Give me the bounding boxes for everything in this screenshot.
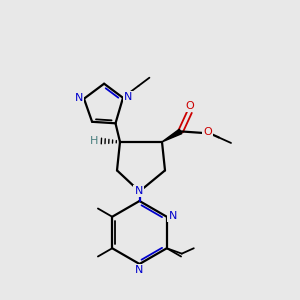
Polygon shape [162,129,182,142]
Text: N: N [135,265,144,275]
Text: O: O [203,127,212,137]
Text: N: N [124,92,133,102]
Text: O: O [185,101,194,111]
Text: N: N [169,211,177,220]
Text: N: N [135,186,143,196]
Text: N: N [74,93,83,103]
Text: H: H [90,136,99,146]
